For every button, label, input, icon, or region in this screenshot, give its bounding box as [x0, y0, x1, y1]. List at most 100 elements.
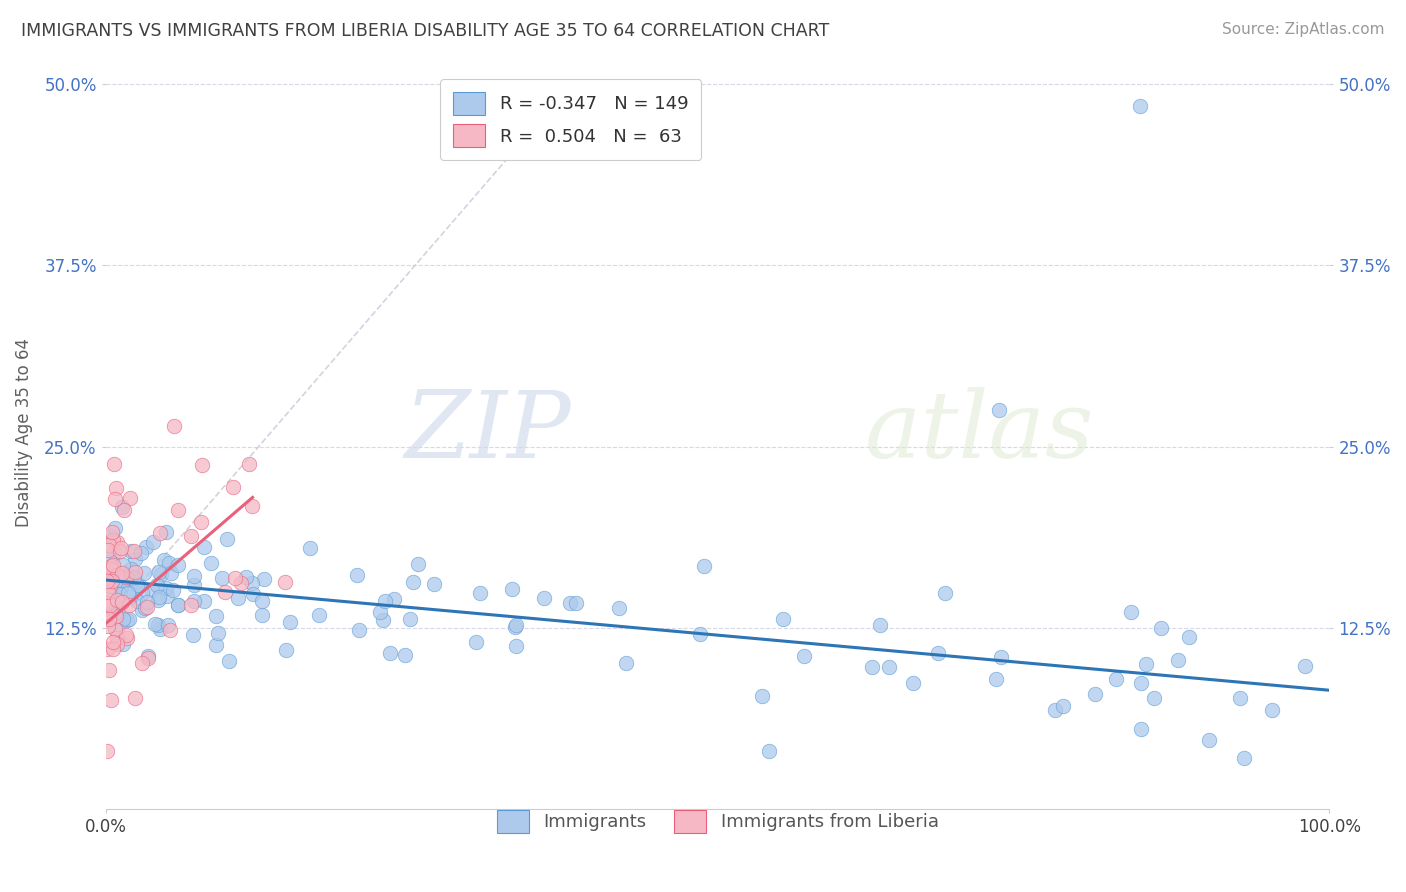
Point [308, 608, 330, 623]
Point [423, 577, 446, 591]
Point [100, 558, 122, 573]
Point [105, 567, 128, 582]
Point [148, 590, 170, 604]
Point [118, 491, 141, 505]
Point [98, 614, 121, 628]
Point [105, 481, 128, 495]
Point [115, 631, 138, 645]
Point [100, 529, 122, 543]
Point [274, 574, 297, 589]
Point [117, 585, 139, 599]
Point [218, 654, 240, 668]
Point [136, 649, 159, 664]
Point [155, 581, 177, 595]
Point [1198, 733, 1220, 747]
Point [131, 585, 153, 599]
Point [689, 627, 711, 641]
Point [298, 541, 321, 556]
Point [250, 608, 273, 623]
Point [98, 598, 121, 612]
Point [110, 541, 132, 556]
Point [772, 612, 794, 626]
Point [111, 558, 134, 573]
Point [240, 500, 263, 514]
Point [1043, 703, 1066, 717]
Point [98, 663, 121, 677]
Point [1105, 672, 1128, 686]
Point [347, 623, 370, 637]
Point [105, 593, 128, 607]
Point [190, 515, 212, 529]
Point [136, 595, 159, 609]
Point [501, 582, 523, 596]
Point [1130, 676, 1153, 690]
Point [107, 574, 129, 588]
Point [229, 576, 252, 591]
Point [98, 579, 121, 593]
Point [105, 624, 128, 638]
Point [121, 574, 143, 589]
Point [103, 457, 125, 471]
Point [104, 606, 127, 620]
Point [100, 693, 122, 707]
Point [111, 637, 134, 651]
Point [117, 573, 139, 587]
Point [115, 613, 138, 627]
Point [107, 602, 129, 616]
Point [382, 592, 405, 607]
Point [224, 571, 246, 585]
Point [238, 457, 260, 471]
Point [505, 618, 527, 632]
Point [181, 628, 204, 642]
Point [464, 635, 486, 649]
Point [368, 605, 391, 619]
Point [565, 596, 588, 610]
Point [215, 533, 238, 547]
Point [503, 620, 526, 634]
Point [103, 575, 125, 590]
Point [346, 567, 368, 582]
Point [758, 744, 780, 758]
Point [134, 566, 156, 580]
Point [222, 480, 245, 494]
Point [127, 577, 149, 591]
Point [96, 574, 118, 589]
Point [148, 617, 170, 632]
Point [205, 638, 228, 652]
Point [131, 656, 153, 670]
Point [533, 591, 555, 606]
Point [927, 646, 949, 660]
Point [114, 627, 136, 641]
Point [1052, 699, 1074, 714]
Point [1178, 630, 1201, 644]
Point [200, 556, 222, 570]
Point [100, 610, 122, 624]
Point [96, 585, 118, 599]
Point [103, 545, 125, 559]
Point [101, 524, 124, 539]
Point [183, 568, 205, 582]
Point [148, 526, 170, 541]
Point [156, 589, 179, 603]
Point [101, 604, 124, 618]
Point [98, 575, 121, 590]
Point [128, 578, 150, 592]
Point [193, 594, 215, 608]
Text: IMMIGRANTS VS IMMIGRANTS FROM LIBERIA DISABILITY AGE 35 TO 64 CORRELATION CHART: IMMIGRANTS VS IMMIGRANTS FROM LIBERIA DI… [21, 22, 830, 40]
Point [98, 569, 121, 583]
Point [97, 543, 120, 558]
Point [167, 598, 190, 612]
Point [105, 631, 128, 645]
Point [163, 418, 186, 433]
Point [155, 525, 177, 540]
Point [141, 583, 163, 598]
Y-axis label: Disability Age 35 to 64: Disability Age 35 to 64 [15, 338, 32, 526]
Point [100, 562, 122, 576]
Point [160, 566, 183, 581]
Point [115, 570, 138, 584]
Point [122, 543, 145, 558]
Point [159, 623, 181, 637]
Point [120, 544, 142, 558]
Point [252, 572, 274, 586]
Point [157, 556, 180, 570]
